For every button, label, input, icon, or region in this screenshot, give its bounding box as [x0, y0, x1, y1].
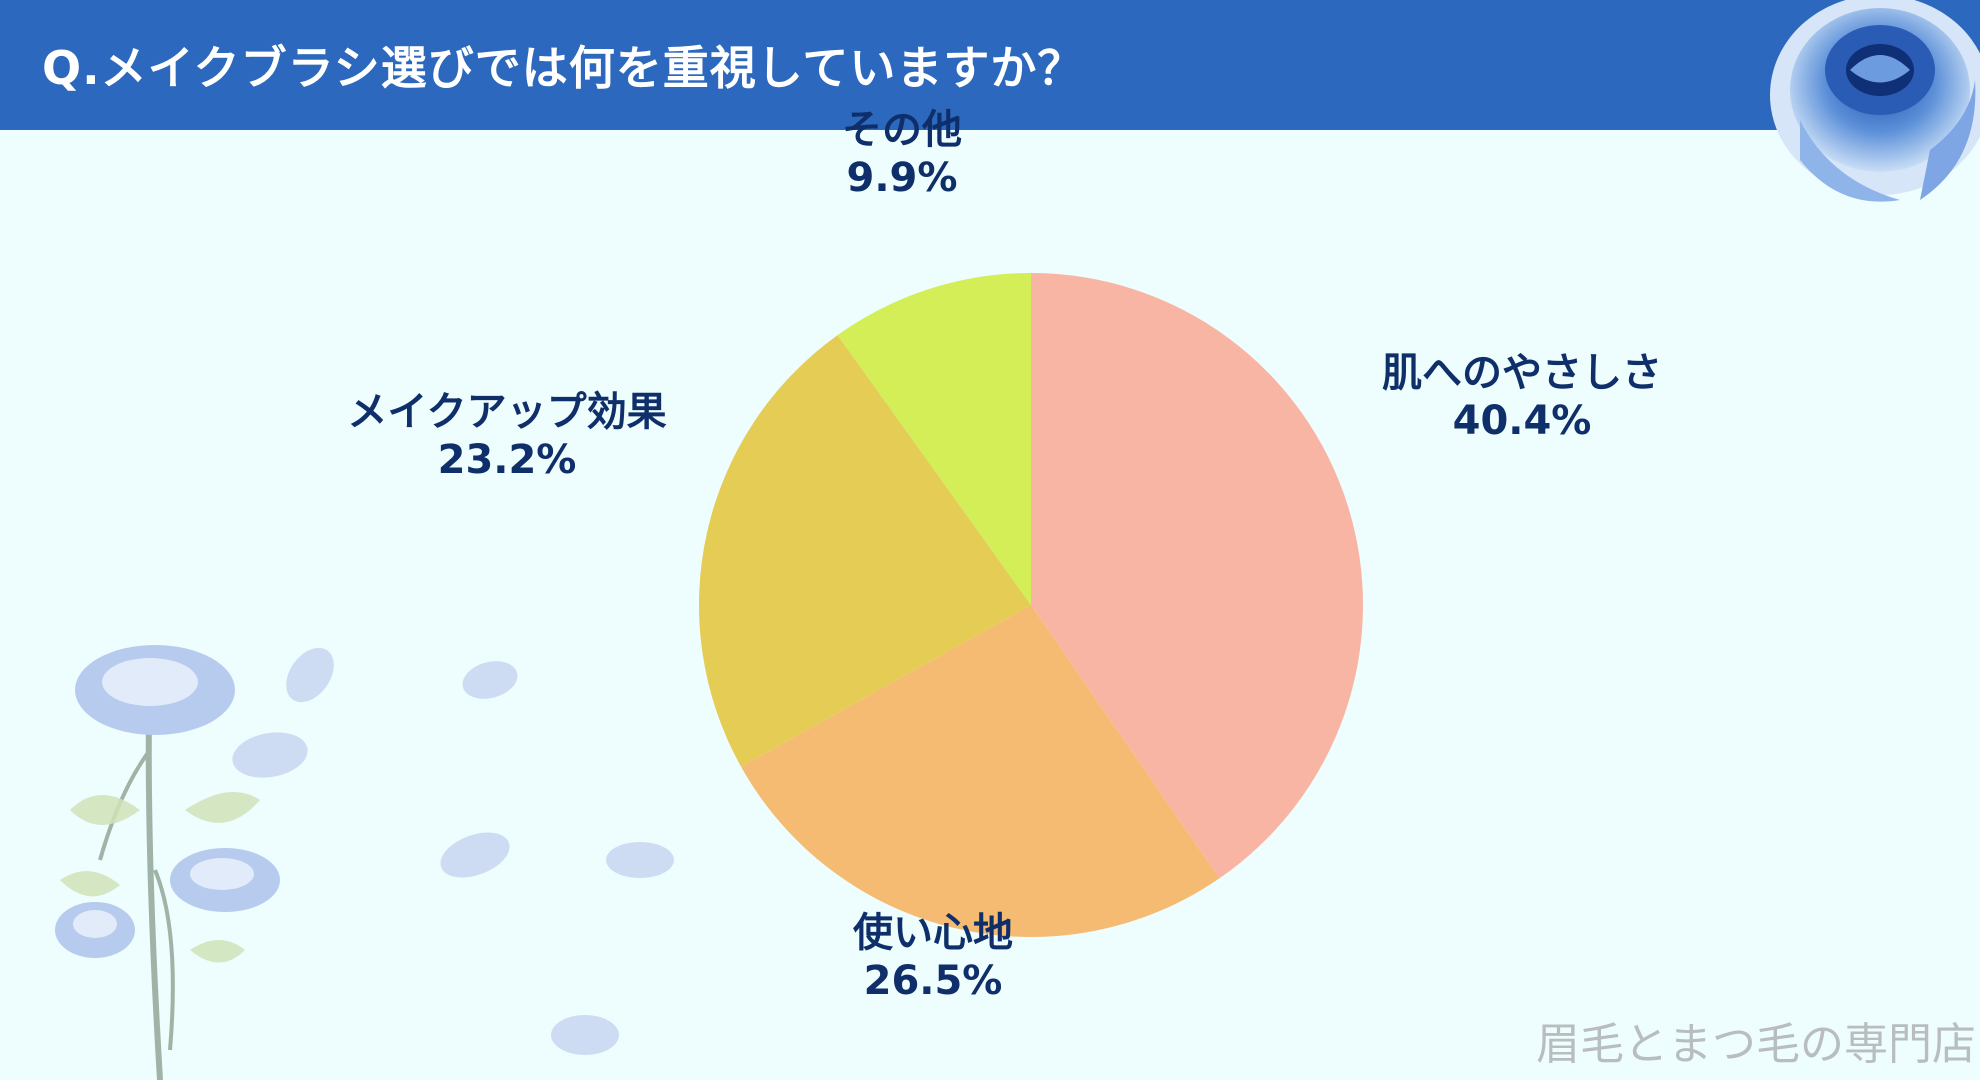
pie-slice [699, 335, 1031, 767]
rose-branch-icon [55, 645, 674, 1080]
page-title: Q.メイクブラシ選びでは何を重視していますか？ [42, 41, 1085, 95]
slice-value-label: 23.2% [437, 437, 577, 483]
watermark: 眉毛とまつ毛の専門店 [1536, 1019, 1976, 1070]
blue-rose-icon [1770, 0, 1980, 202]
pie-slice [837, 273, 1031, 605]
slice-label: その他 [842, 107, 962, 153]
slice-label: 使い心地 [853, 910, 1013, 956]
slice-label: メイクアップ効果 [347, 389, 667, 435]
slice-label: 肌へのやさしさ [1382, 350, 1662, 396]
slice-value-label: 40.4% [1452, 398, 1592, 444]
slice-value-label: 26.5% [863, 958, 1003, 1004]
slice-value-label: 9.9% [846, 155, 958, 201]
pie-slice [741, 605, 1220, 937]
pie-slice [1031, 273, 1363, 879]
header-bar: Q.メイクブラシ選びでは何を重視していますか？ [0, 0, 1980, 130]
